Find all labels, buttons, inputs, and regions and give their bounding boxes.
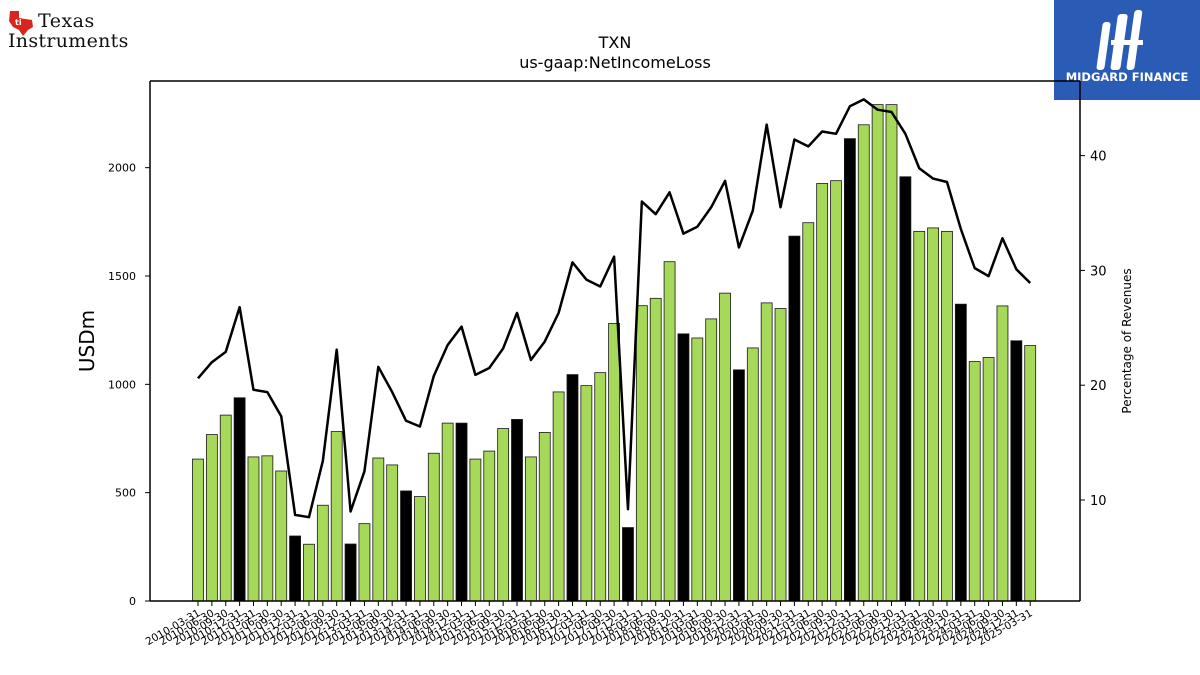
y2-tick-label: 40: [1090, 150, 1107, 165]
bar: [760, 302, 773, 602]
y-tick-label: 2000: [108, 162, 136, 175]
bar: [247, 456, 260, 602]
bar: [594, 372, 607, 602]
bar: [982, 357, 995, 602]
bar: [691, 337, 704, 602]
bar: [843, 138, 856, 602]
bar: [968, 361, 981, 602]
bar: [303, 543, 315, 602]
bar: [677, 333, 690, 602]
midgard-mark-icon: [1096, 10, 1143, 70]
bar: [552, 391, 565, 602]
bar: [830, 180, 842, 602]
bar: [455, 422, 468, 602]
bar: [400, 490, 412, 602]
texas-state-icon: ti: [9, 11, 33, 36]
bar: [802, 222, 815, 602]
bar: [483, 450, 496, 602]
bar: [275, 470, 288, 602]
y-tick-label: 500: [115, 487, 136, 500]
bar: [427, 452, 440, 602]
bar: [538, 432, 551, 602]
bar: [927, 227, 940, 602]
bar: [663, 261, 676, 602]
ratio-line: [197, 98, 1032, 519]
bar: [1024, 345, 1037, 602]
bar: [774, 308, 787, 602]
bar: [386, 464, 399, 602]
bar: [233, 397, 246, 602]
bar: [871, 104, 884, 602]
logo-line-2: Instruments: [8, 30, 129, 52]
y2-tick-label: 20: [1090, 379, 1107, 394]
bar: [289, 535, 301, 602]
bar: [344, 543, 357, 602]
bar: [899, 176, 912, 602]
bar: [511, 419, 523, 602]
bar: [1010, 340, 1023, 602]
bar: [622, 527, 634, 602]
y2-axis-label: Percentage of Revenues: [1120, 268, 1134, 413]
bar: [913, 230, 926, 602]
bar: [358, 523, 371, 602]
bar: [885, 104, 898, 602]
y-tick-label: 0: [129, 595, 136, 608]
bar: [414, 496, 426, 602]
bar: [996, 305, 1009, 602]
logo-line-1: Texas: [38, 10, 95, 32]
chart-title: TXN: [598, 33, 632, 52]
y2-tick-label: 30: [1090, 264, 1107, 279]
midgard-logo-text: MIDGARD FINANCE: [1065, 70, 1189, 84]
texas-instruments-logo: ti Texas Instruments: [6, 6, 146, 54]
bar: [316, 504, 329, 602]
bar: [954, 303, 967, 602]
bar: [566, 374, 579, 602]
y2-tick-label: 10: [1090, 494, 1107, 509]
y-tick-label: 1000: [108, 378, 136, 391]
bar: [372, 457, 385, 602]
bar: [635, 305, 648, 602]
bar: [205, 434, 218, 602]
bar: [524, 456, 537, 602]
bar: [816, 183, 829, 602]
bar: [719, 292, 731, 602]
bar: [649, 297, 662, 602]
bar: [705, 318, 718, 602]
bar: [441, 422, 454, 602]
svg-text:ti: ti: [15, 18, 22, 27]
bar: [608, 323, 620, 602]
bar: [261, 455, 274, 602]
midgard-finance-logo: MIDGARD FINANCE: [1054, 0, 1200, 100]
y-tick-label: 1500: [108, 270, 136, 283]
bar: [733, 369, 745, 602]
bar: [330, 431, 343, 602]
chart-subtitle: us-gaap:NetIncomeLoss: [519, 53, 711, 72]
bar: [788, 235, 801, 602]
y-axis-label: USDm: [75, 310, 99, 372]
bar: [497, 428, 510, 602]
bar: [219, 414, 232, 602]
bar: [192, 458, 204, 602]
bar: [580, 385, 593, 602]
bar: [857, 124, 870, 602]
bar: [746, 347, 759, 602]
bar: [469, 458, 482, 602]
bar: [941, 230, 953, 602]
